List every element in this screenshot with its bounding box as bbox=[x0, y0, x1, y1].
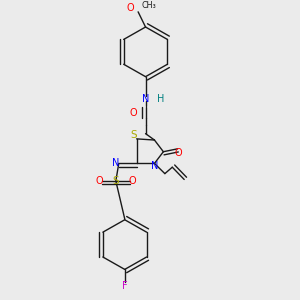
Text: S: S bbox=[112, 176, 119, 186]
Text: N: N bbox=[112, 158, 119, 168]
Text: N: N bbox=[142, 94, 149, 103]
Text: S: S bbox=[130, 130, 137, 140]
Text: O: O bbox=[130, 108, 137, 118]
Text: H: H bbox=[157, 94, 164, 103]
Text: F: F bbox=[122, 281, 128, 291]
Text: O: O bbox=[96, 176, 103, 186]
Text: N: N bbox=[152, 161, 159, 171]
Text: CH₃: CH₃ bbox=[141, 1, 156, 10]
Text: O: O bbox=[126, 3, 134, 13]
Text: O: O bbox=[128, 176, 136, 186]
Text: O: O bbox=[174, 148, 182, 158]
